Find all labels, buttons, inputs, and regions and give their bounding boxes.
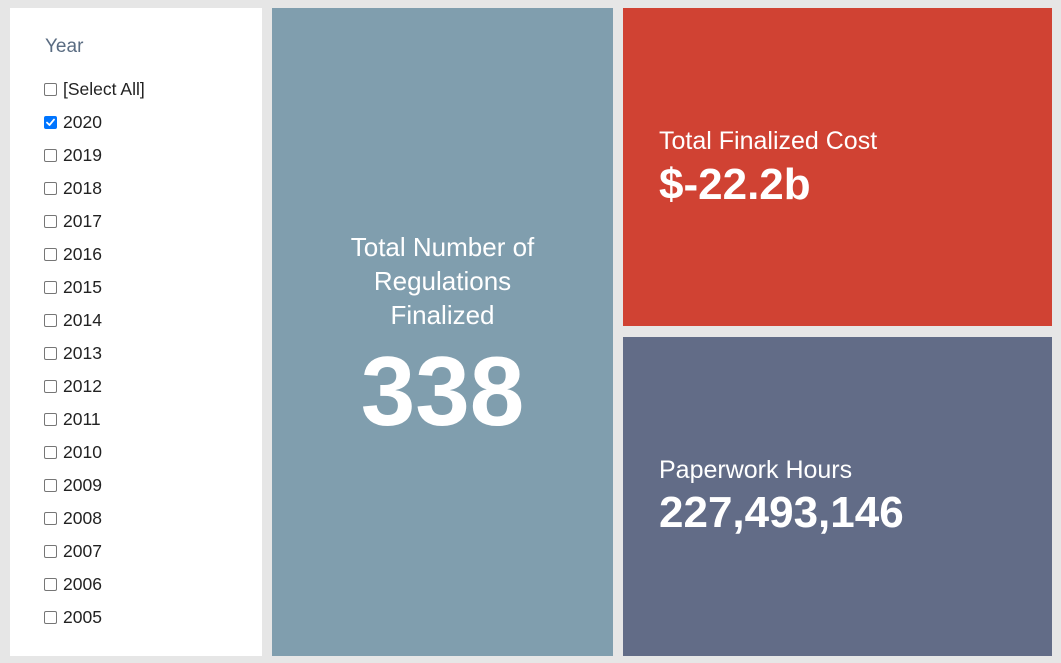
year-option[interactable]: 2013 xyxy=(44,337,145,370)
year-option-label: 2019 xyxy=(63,145,102,165)
year-option-label: 2018 xyxy=(63,178,102,198)
year-checkbox[interactable] xyxy=(44,413,57,426)
year-checkbox[interactable] xyxy=(44,512,57,525)
year-option[interactable]: 2015 xyxy=(44,271,145,304)
year-checkbox[interactable] xyxy=(44,248,57,261)
year-option-label: 2008 xyxy=(63,508,102,528)
year-option[interactable]: 2018 xyxy=(44,172,145,205)
year-checkbox[interactable] xyxy=(44,149,57,162)
year-option[interactable]: 2017 xyxy=(44,205,145,238)
filter-title: Year xyxy=(45,36,84,57)
cost-kpi-card: Total Finalized Cost $-22.2b xyxy=(623,8,1052,326)
year-option-label: 2010 xyxy=(63,442,102,462)
cost-kpi-value: $-22.2b xyxy=(659,160,811,209)
year-checkbox[interactable] xyxy=(44,545,57,558)
cost-kpi-label: Total Finalized Cost xyxy=(659,127,878,155)
year-option[interactable]: 2019 xyxy=(44,139,145,172)
year-option[interactable]: 2005 xyxy=(44,601,145,634)
year-option-label: 2012 xyxy=(63,376,102,396)
year-option-label: 2007 xyxy=(63,541,102,561)
year-option-label: 2009 xyxy=(63,475,102,495)
regulations-kpi-value: 338 xyxy=(360,336,525,446)
year-checkbox[interactable] xyxy=(44,446,57,459)
year-option[interactable]: 2016 xyxy=(44,238,145,271)
year-option-label: 2006 xyxy=(63,574,102,594)
year-option-label: 2017 xyxy=(63,211,102,231)
year-option[interactable]: [Select All] xyxy=(44,73,145,106)
year-checkbox-list: [Select All] 2020 2019 2018 2017 2016 2015 2014… xyxy=(44,73,145,634)
year-checkbox[interactable] xyxy=(44,611,57,624)
year-option-label: [Select All] xyxy=(63,79,145,99)
year-checkbox[interactable] xyxy=(44,314,57,327)
year-filter-panel: Year [Select All] 2020 2019 2018 2017 2016 201… xyxy=(10,8,262,656)
year-checkbox[interactable] xyxy=(44,83,57,96)
checkmark-icon xyxy=(46,118,55,126)
year-checkbox[interactable] xyxy=(44,116,57,129)
hours-kpi-label: Paperwork Hours xyxy=(659,456,853,484)
hours-kpi-card: Paperwork Hours 227,493,146 xyxy=(623,337,1052,656)
year-checkbox[interactable] xyxy=(44,281,57,294)
year-option[interactable]: 2014 xyxy=(44,304,145,337)
hours-kpi-value: 227,493,146 xyxy=(659,488,904,537)
year-option-label: 2014 xyxy=(63,310,102,330)
regulations-kpi-card: Total Number of Regulations Finalized 33… xyxy=(272,8,613,656)
year-option-label: 2016 xyxy=(63,244,102,264)
year-option-label: 2013 xyxy=(63,343,102,363)
year-option[interactable]: 2010 xyxy=(44,436,145,469)
year-option[interactable]: 2009 xyxy=(44,469,145,502)
year-option[interactable]: 2007 xyxy=(44,535,145,568)
year-checkbox[interactable] xyxy=(44,182,57,195)
regulations-kpi-label: Total Number of Regulations Finalized xyxy=(350,232,535,330)
year-option[interactable]: 2020 xyxy=(44,106,145,139)
year-checkbox[interactable] xyxy=(44,347,57,360)
year-option-label: 2015 xyxy=(63,277,102,297)
year-option[interactable]: 2008 xyxy=(44,502,145,535)
year-checkbox[interactable] xyxy=(44,479,57,492)
year-option[interactable]: 2012 xyxy=(44,370,145,403)
year-checkbox[interactable] xyxy=(44,380,57,393)
year-option[interactable]: 2011 xyxy=(44,403,145,436)
year-option-label: 2020 xyxy=(63,112,102,132)
year-checkbox[interactable] xyxy=(44,578,57,591)
year-option[interactable]: 2006 xyxy=(44,568,145,601)
year-option-label: 2011 xyxy=(63,409,101,429)
year-option-label: 2005 xyxy=(63,607,102,627)
year-checkbox[interactable] xyxy=(44,215,57,228)
